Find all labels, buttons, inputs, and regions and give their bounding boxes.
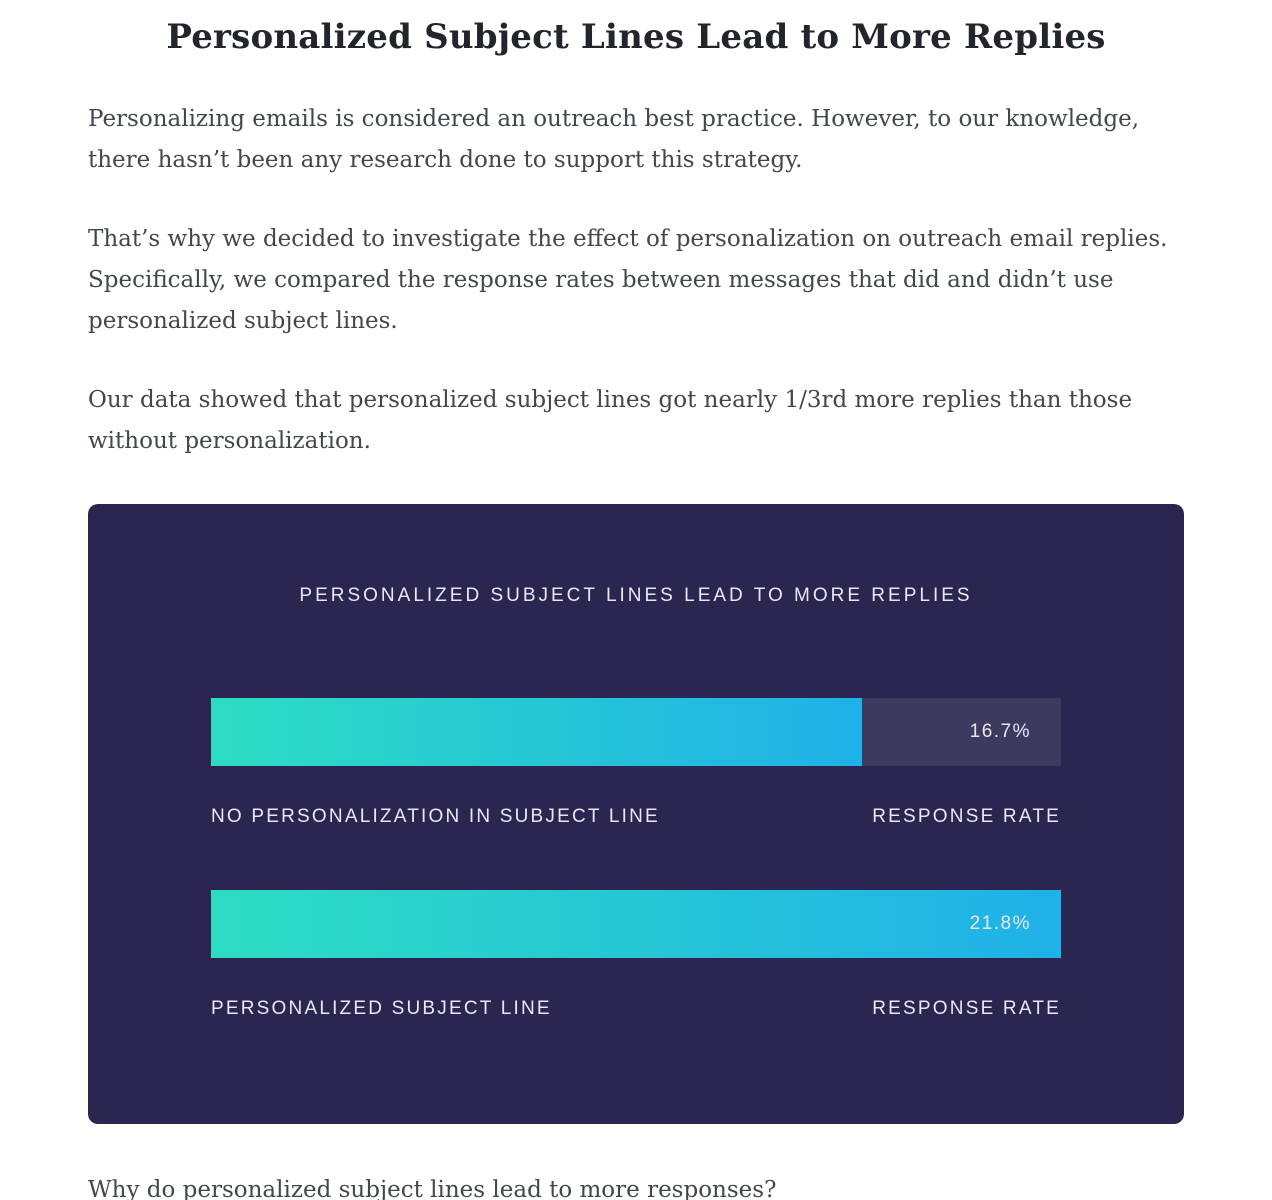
page-title: Personalized Subject Lines Lead to More … bbox=[166, 17, 1106, 57]
bar-label-row: NO PERSONALIZATION IN SUBJECT LINE RESPO… bbox=[211, 806, 1061, 828]
bar-value-axis-label: RESPONSE RATE bbox=[872, 805, 1061, 827]
chart-title: PERSONALIZED SUBJECT LINES LEAD TO MORE … bbox=[299, 584, 973, 606]
paragraph-finding: Our data showed that personalized subjec… bbox=[88, 386, 1133, 454]
bar-value-axis-label: RESPONSE RATE bbox=[872, 997, 1061, 1019]
bar-category-label: NO PERSONALIZATION IN SUBJECT LINE bbox=[211, 805, 660, 827]
bar-value: 16.7% bbox=[969, 720, 1031, 742]
bar-fill bbox=[211, 697, 863, 766]
article-content: Personalized Subject Lines Lead to More … bbox=[88, 0, 1184, 1200]
closing-question: Why do personalized subject lines lead t… bbox=[88, 1176, 777, 1200]
chart-panel: PERSONALIZED SUBJECT LINES LEAD TO MORE … bbox=[88, 503, 1184, 1124]
paragraph-method: That’s why we decided to investigate the… bbox=[88, 225, 1168, 334]
paragraph-intro: Personalizing emails is considered an ou… bbox=[88, 105, 1140, 173]
bar-label-row: PERSONALIZED SUBJECT LINE RESPONSE RATE bbox=[211, 998, 1061, 1020]
bar-value: 21.8% bbox=[969, 912, 1031, 934]
bar-fill bbox=[211, 889, 1061, 958]
bar-group-no-personalization: 16.7% NO PERSONALIZATION IN SUBJECT LINE… bbox=[211, 697, 1061, 828]
bar-category-label: PERSONALIZED SUBJECT LINE bbox=[211, 997, 552, 1019]
bar-group-personalized: 21.8% PERSONALIZED SUBJECT LINE RESPONSE… bbox=[211, 889, 1061, 1020]
bar-track: 21.8% bbox=[211, 889, 1061, 958]
bar-track: 16.7% bbox=[211, 697, 1061, 766]
